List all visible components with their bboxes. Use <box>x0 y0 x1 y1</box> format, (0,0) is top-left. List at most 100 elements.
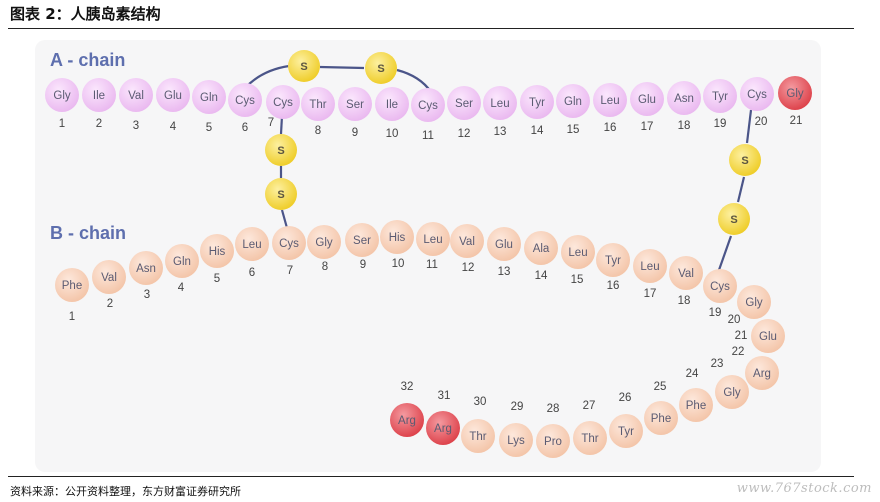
a-chain-position-17: 17 <box>641 121 654 133</box>
a-chain-title: A - chain <box>50 50 125 70</box>
b-chain-residue-18-label: Val <box>678 268 694 280</box>
a-chain-residue-5: Gln <box>192 80 226 114</box>
a-chain-residue-3-label: Val <box>128 90 144 102</box>
b-chain-residue-17: Leu <box>633 249 667 283</box>
b-chain-residue-6-label: Leu <box>242 239 261 251</box>
a-chain: Gly 1 Ile 2 Val 3 Glu 4 Gln 5 Cys 6 Cys 7 Thr 8 Ser 9 Ile 1… <box>45 76 812 142</box>
b-chain-residue-8: Gly <box>307 225 341 259</box>
a-chain-residue-4-bead <box>156 78 190 112</box>
b-chain-residue-27-label: Thr <box>581 433 598 445</box>
a-chain-residue-3-bead <box>119 78 153 112</box>
a-chain-residue-7-label: Cys <box>273 97 293 109</box>
b-chain-residue-15: Leu <box>561 235 595 269</box>
b-chain-position-31: 31 <box>438 390 451 402</box>
b-chain-residue-14: Ala <box>524 231 558 265</box>
a-chain-position-1: 1 <box>59 118 65 130</box>
b-chain-residue-20: Gly <box>737 285 771 319</box>
b-chain-residue-24: Phe <box>679 388 713 422</box>
sulfur-atom-bead <box>365 52 397 84</box>
a-chain-residue-16: Leu <box>593 83 627 117</box>
a-chain-residue-15-bead <box>556 84 590 118</box>
a-chain-residue-4: Glu <box>156 78 190 112</box>
a-chain-residue-8-label: Thr <box>309 99 326 111</box>
b-chain-position-25: 25 <box>654 381 667 393</box>
b-chain-residue-30-bead <box>461 419 495 453</box>
b-chain-residue-15-bead <box>561 235 595 269</box>
b-chain-residue-17-bead <box>633 249 667 283</box>
a-chain-position-15: 15 <box>567 124 580 136</box>
b-chain-residue-3: Asn <box>129 251 163 285</box>
b-chain-residue-22: Arg <box>745 356 779 390</box>
a-chain-residue-9: Ser <box>338 87 372 121</box>
b-chain-residue-1-label: Phe <box>62 280 82 292</box>
b-chain-residue-23-label: Gly <box>723 387 741 399</box>
b-chain-residue-2: Val <box>92 260 126 294</box>
a-chain-residue-18-bead <box>667 81 701 115</box>
a-chain-residue-18: Asn <box>667 81 701 115</box>
a-chain-residue-10-bead <box>375 87 409 121</box>
b-chain-residue-1: Phe <box>55 268 89 302</box>
b-chain-residue-7-bead <box>272 226 306 260</box>
a-chain-residue-21: Gly <box>778 76 812 110</box>
b-chain-residue-20-label: Gly <box>745 297 763 309</box>
b-chain-residue-7: Cys <box>272 226 306 260</box>
b-chain-residue-32-bead <box>390 403 424 437</box>
a-chain-residue-7-bead <box>266 85 300 119</box>
a-chain-residue-19-bead <box>703 79 737 113</box>
disulfide-bond-a20-line <box>745 109 753 144</box>
b-chain-residue-21-bead <box>751 319 785 353</box>
a-chain-residue-2-bead <box>82 78 116 112</box>
b-chain-residue-8-label: Gly <box>315 237 333 249</box>
b-chain-position-23: 23 <box>711 358 724 370</box>
b-chain-residue-29-bead <box>499 423 533 457</box>
a-chain-residue-7: Cys <box>266 85 300 119</box>
a-chain-residue-10-label: Ile <box>386 99 398 111</box>
b-chain-position-6: 6 <box>249 267 255 279</box>
a-chain-residue-20-label: Cys <box>747 89 767 101</box>
b-chain-residue-22-bead <box>745 356 779 390</box>
a-chain-position-16: 16 <box>604 122 617 134</box>
b-chain-residue-10: His <box>380 220 414 254</box>
a-chain-position-8: 8 <box>315 125 321 137</box>
a-chain-residue-6-label: Cys <box>235 95 255 107</box>
b-chain-residue-14-label: Ala <box>533 243 550 255</box>
b-chain-position-12: 12 <box>462 262 475 274</box>
a-chain-residue-9-label: Ser <box>346 99 364 111</box>
b-chain-residue-18-bead <box>669 256 703 290</box>
a-chain-residue-3: Val <box>119 78 153 112</box>
a-chain-residue-19-label: Tyr <box>712 91 728 103</box>
a-chain-position-3: 3 <box>133 120 139 132</box>
b-chain-residue-2-label: Val <box>101 272 117 284</box>
bottom-divider <box>8 476 854 477</box>
b-chain-residue-1-bead <box>55 268 89 302</box>
b-chain-residue-21: Glu <box>751 319 785 353</box>
a-chain-residue-6: Cys <box>228 83 262 117</box>
b-chain-residue-19: Cys <box>703 269 737 303</box>
b-chain-position-13: 13 <box>498 266 511 278</box>
b-chain-residue-15-label: Leu <box>568 247 587 259</box>
a-chain-residue-13-label: Leu <box>490 98 509 110</box>
b-chain-residue-31: Arg <box>426 411 460 445</box>
a-chain-position-10: 10 <box>386 128 399 140</box>
b-chain-position-22: 22 <box>732 346 745 358</box>
figure-title: 图表 2：人胰岛素结构 <box>10 5 161 23</box>
sulfur-atom-bead <box>288 50 320 82</box>
disulfide-bond-b19-line <box>717 235 733 271</box>
b-chain-residue-30-label: Thr <box>469 431 486 443</box>
a-chain-position-12: 12 <box>458 128 471 140</box>
a-chain-residue-19: Tyr <box>703 79 737 113</box>
sulfur-atoms: S S S S S S <box>265 50 761 235</box>
b-chain-position-28: 28 <box>547 403 560 415</box>
b-chain-residue-4-label: Gln <box>173 256 191 268</box>
b-chain-residue-5-label: His <box>209 246 226 258</box>
disulfide-bond-s-s-line <box>736 176 746 203</box>
sulfur-atom-label: S <box>377 63 384 75</box>
sulfur-atom: S <box>729 144 761 176</box>
b-chain-position-29: 29 <box>511 401 524 413</box>
b-chain-residue-30: Thr <box>461 419 495 453</box>
a-chain-residue-17-label: Glu <box>638 94 656 106</box>
b-chain: Phe 1 Val 2 Asn 3 Gln 4 His 5 Leu 6 Cys 7 Gly 8 Ser 9 His 1… <box>55 220 785 458</box>
b-chain-position-24: 24 <box>686 368 699 380</box>
b-chain-residue-27-bead <box>573 421 607 455</box>
